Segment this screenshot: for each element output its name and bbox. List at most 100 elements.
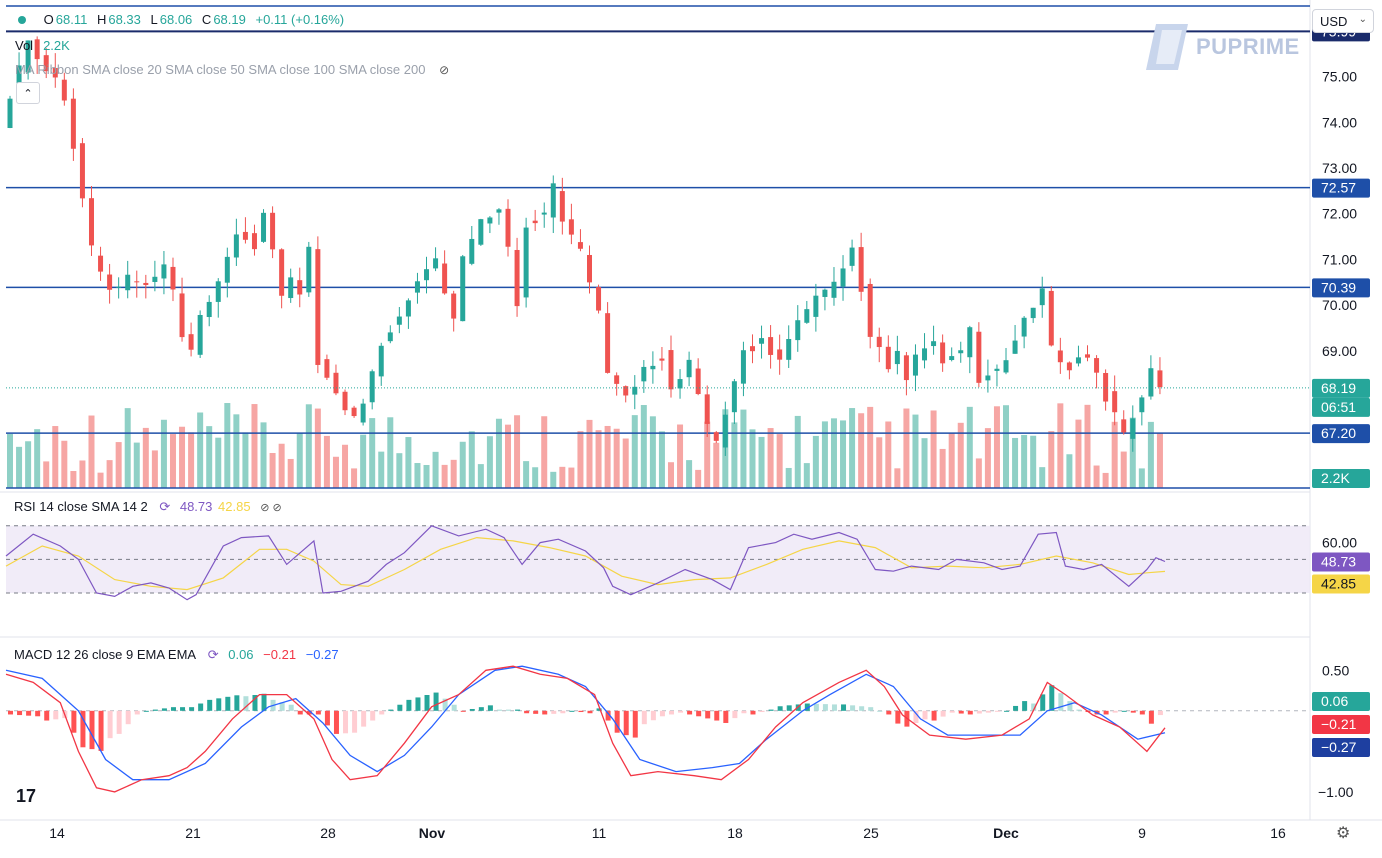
volume-bar: [61, 440, 68, 488]
change-value: +0.11 (+0.16%): [255, 12, 345, 27]
macd-hist-bar: [759, 710, 765, 713]
time-tick-label: 11: [592, 825, 607, 841]
volume-bar: [197, 412, 204, 488]
macd-hist-bar: [469, 708, 475, 711]
volume-bar: [52, 426, 59, 488]
macd-hist-bar: [560, 710, 566, 714]
macd-tag: −0.21: [1321, 716, 1357, 732]
macd-line: [5, 665, 1166, 793]
volume-bar: [939, 448, 946, 488]
macd-hist-bar: [442, 698, 448, 711]
macd-hist-tag: 0.06: [1321, 693, 1348, 709]
macd-hist-bar: [107, 710, 113, 739]
macd-hist-bar: [741, 710, 747, 714]
macd-hist-bar: [415, 697, 421, 711]
macd-hist-bar: [1139, 710, 1145, 715]
macd-signal-line: [5, 665, 1166, 781]
volume-bar: [1147, 421, 1154, 488]
macd-hist-bar: [26, 710, 32, 716]
sync-icon[interactable]: ⟳: [207, 647, 219, 662]
volume-bar: [993, 406, 1000, 488]
macd-hist-bar: [886, 710, 892, 715]
eye-hidden-icon[interactable]: ⊘ ⊘: [260, 502, 282, 514]
candle-body: [1021, 317, 1027, 337]
macd-hist-bar: [650, 710, 656, 721]
volume-bar: [34, 429, 41, 488]
candle-body: [179, 293, 185, 338]
volume-bar: [894, 468, 901, 488]
candle-body: [43, 55, 49, 72]
macd-hist-bar: [352, 710, 358, 733]
candle-body: [677, 379, 683, 389]
sync-icon[interactable]: ⟳: [159, 499, 171, 514]
macd-hist-bar: [1076, 709, 1082, 711]
volume-bar: [849, 408, 856, 488]
volume-bar: [269, 453, 276, 488]
candle-body: [514, 249, 520, 307]
volume-bar: [1156, 433, 1163, 488]
volume-bar: [405, 437, 412, 488]
currency-select[interactable]: USD ⌄: [1312, 9, 1374, 33]
macd-hist-bar: [705, 710, 711, 719]
candle-body: [1012, 340, 1018, 354]
macd-hist-bar: [288, 704, 294, 711]
volume-bar: [677, 424, 684, 488]
volume-bar: [667, 462, 674, 488]
volume-bar: [1093, 465, 1100, 488]
volume-bar: [106, 460, 113, 488]
last-price-tag-bg: [1312, 378, 1370, 398]
volume-bar: [984, 428, 991, 488]
rsi-line: [5, 525, 1166, 601]
volume-bar: [260, 422, 267, 488]
volume-bar: [867, 406, 874, 488]
volume-bar: [1120, 451, 1127, 488]
candle-body: [840, 268, 846, 287]
macd-hist-bar: [750, 710, 756, 715]
candle-body: [279, 249, 285, 296]
macd-hist-bar: [542, 710, 548, 715]
volume-bar: [423, 464, 430, 488]
volume-bar: [124, 408, 131, 488]
macd-hist-bar: [98, 710, 104, 751]
countdown-tag: 06:51: [1321, 399, 1356, 415]
macd-hist-bar: [1148, 710, 1154, 724]
macd-hist-bar: [768, 709, 774, 711]
eye-hidden-icon[interactable]: ⊘: [439, 63, 450, 77]
volume-bar: [1021, 434, 1028, 488]
rsi-sma-value: 42.85: [218, 499, 251, 514]
macd-histogram: [8, 685, 1163, 751]
volume-bar: [1111, 421, 1118, 488]
gear-icon[interactable]: ⚙: [1336, 825, 1351, 842]
candle-body: [749, 346, 755, 352]
macd-hist-bar: [668, 710, 674, 715]
open-value: 68.11: [55, 12, 88, 27]
ma-ribbon-legend[interactable]: MA Ribbon SMA close 20 SMA close 50 SMA …: [15, 62, 451, 77]
volume-bar: [351, 468, 358, 488]
candle-body: [242, 231, 248, 240]
candle-body: [632, 386, 638, 395]
tradingview-logo[interactable]: 17: [16, 786, 37, 806]
macd-hist-bar: [180, 707, 186, 711]
brand-mark-icon: [1146, 24, 1188, 70]
candle-body: [1057, 350, 1063, 363]
collapse-legend-button[interactable]: ⌃: [16, 82, 40, 104]
rsi-sma-tag-bg: [1312, 574, 1370, 594]
volume-bar: [477, 464, 484, 488]
volume-bar: [1003, 405, 1010, 488]
level-tag-bg: [1312, 178, 1370, 198]
volume-bar: [966, 406, 973, 488]
macd-hist-bar: [868, 707, 874, 711]
volume-bar: [432, 451, 439, 488]
macd-hist-bar: [252, 695, 258, 711]
volume-bars: [7, 403, 1163, 488]
candle-body: [1039, 288, 1045, 306]
macd-hist-bar: [116, 710, 122, 734]
volume-bar: [568, 467, 575, 488]
level-tag: 70.39: [1321, 279, 1356, 295]
volume-bar: [1075, 419, 1082, 488]
volume-bar: [812, 435, 819, 488]
candle-body: [804, 309, 810, 323]
macd-hist-bar: [1112, 710, 1118, 713]
